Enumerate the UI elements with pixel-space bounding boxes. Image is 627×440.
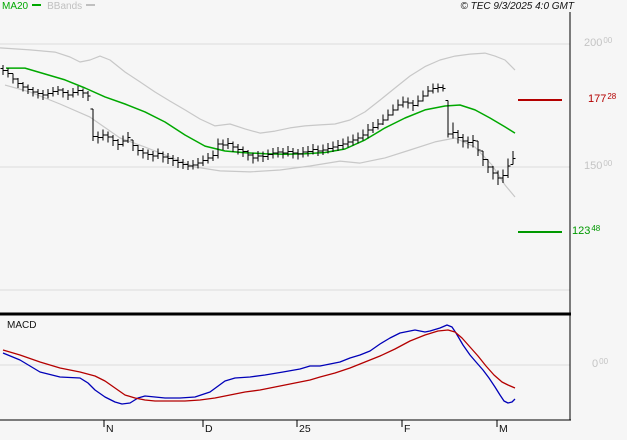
macd-zero-label: 000 [592, 357, 609, 370]
time-axis-label-M: M [499, 423, 508, 435]
macd-signal-line [2, 329, 516, 402]
time-axis-label-F: F [404, 423, 411, 435]
ohlc-bars [0, 64, 516, 185]
price-axis-label-177.28: 17728 [588, 91, 617, 105]
price-axis-label-200.00: 20000 [584, 36, 613, 49]
time-axis-label-D: D [205, 423, 213, 435]
bollinger-lower-band [4, 84, 516, 198]
legend-bbands-label: BBands [47, 1, 83, 12]
ma20-line [6, 67, 516, 155]
bbands-line-swatch-icon [86, 4, 96, 7]
ma20-line-swatch-icon [32, 4, 42, 7]
price-axis-label-150.00: 15000 [584, 159, 613, 172]
price-axis-label-123.48: 12348 [572, 224, 601, 238]
chart-legend: MA20 BBands [2, 1, 101, 13]
legend-ma20-label: MA20 [2, 1, 29, 12]
macd-panel-title: MACD [7, 320, 37, 331]
macd-macd-line [2, 324, 516, 405]
time-axis-label-25: 25 [299, 423, 311, 435]
bollinger-upper-band [0, 47, 516, 134]
copyright-note: © TEC 9/3/2025 4:0 GMT [460, 1, 574, 12]
time-axis-label-N: N [106, 423, 114, 435]
